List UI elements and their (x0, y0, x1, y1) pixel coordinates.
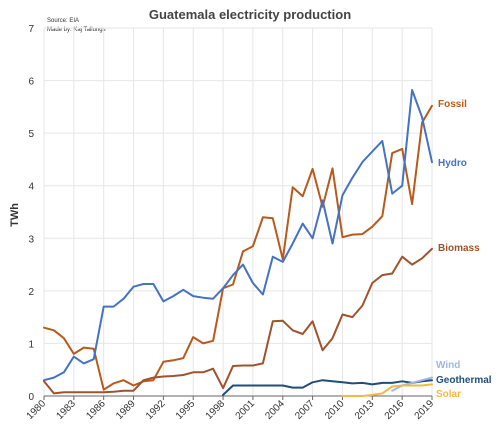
x-tick-label: 1986 (84, 398, 108, 422)
series-label-hydro: Hydro (438, 158, 467, 169)
series-label-biomass: Biomass (438, 243, 480, 254)
y-tick-label: 7 (28, 24, 34, 35)
y-tick-label: 6 (28, 77, 34, 88)
chart-source: Source: EIA (47, 18, 79, 24)
series-lines (43, 89, 433, 397)
x-tick-label: 2013 (353, 398, 377, 422)
grid (43, 27, 433, 397)
series-label-wind: Wind (436, 360, 460, 371)
y-tick-label: 5 (28, 129, 34, 140)
series-labels: Fossil Hydro Biomass Geothermal Wind Solar (436, 99, 492, 400)
x-tick-label: 1992 (144, 398, 168, 422)
series-line-solar (341, 383, 433, 397)
x-tick-label: 2010 (323, 398, 347, 422)
y-tick-label: 1 (28, 339, 34, 350)
y-tick-label: 3 (28, 234, 34, 245)
series-line-geothermal (222, 379, 433, 396)
x-tick-label: 2016 (383, 398, 407, 422)
y-tick-labels: 0 1 2 3 4 5 6 7 (28, 24, 34, 403)
x-tick-label: 1989 (114, 398, 138, 422)
series-label-fossil: Fossil (438, 99, 467, 110)
series-label-solar: Solar (436, 389, 461, 400)
y-tick-label: 4 (28, 182, 34, 193)
y-axis-label: TWh (9, 203, 21, 227)
series-label-geothermal: Geothermal (436, 375, 492, 386)
series-line-fossil (43, 104, 433, 391)
x-tick-label: 1983 (54, 398, 78, 422)
y-tick-label: 0 (28, 392, 34, 403)
chart-title: Guatemala electricity production (149, 7, 351, 22)
x-tick-label: 2019 (413, 398, 437, 422)
chart-author: Made by: Kaj Tallungs (47, 27, 106, 33)
x-tick-label: 1995 (174, 398, 198, 422)
series-line-hydro (43, 89, 433, 382)
series-line-biomass (43, 247, 433, 395)
axes (43, 395, 433, 400)
x-tick-label: 1998 (204, 398, 228, 422)
x-tick-label: 2004 (263, 398, 287, 422)
x-tick-label: 2001 (234, 398, 258, 422)
y-tick-label: 2 (28, 287, 34, 298)
series-line-wind (391, 376, 433, 392)
x-tick-labels: 1980 1983 1986 1989 1992 1995 1998 2001 2004 2007… (25, 398, 437, 422)
x-tick-label: 2007 (293, 398, 317, 422)
